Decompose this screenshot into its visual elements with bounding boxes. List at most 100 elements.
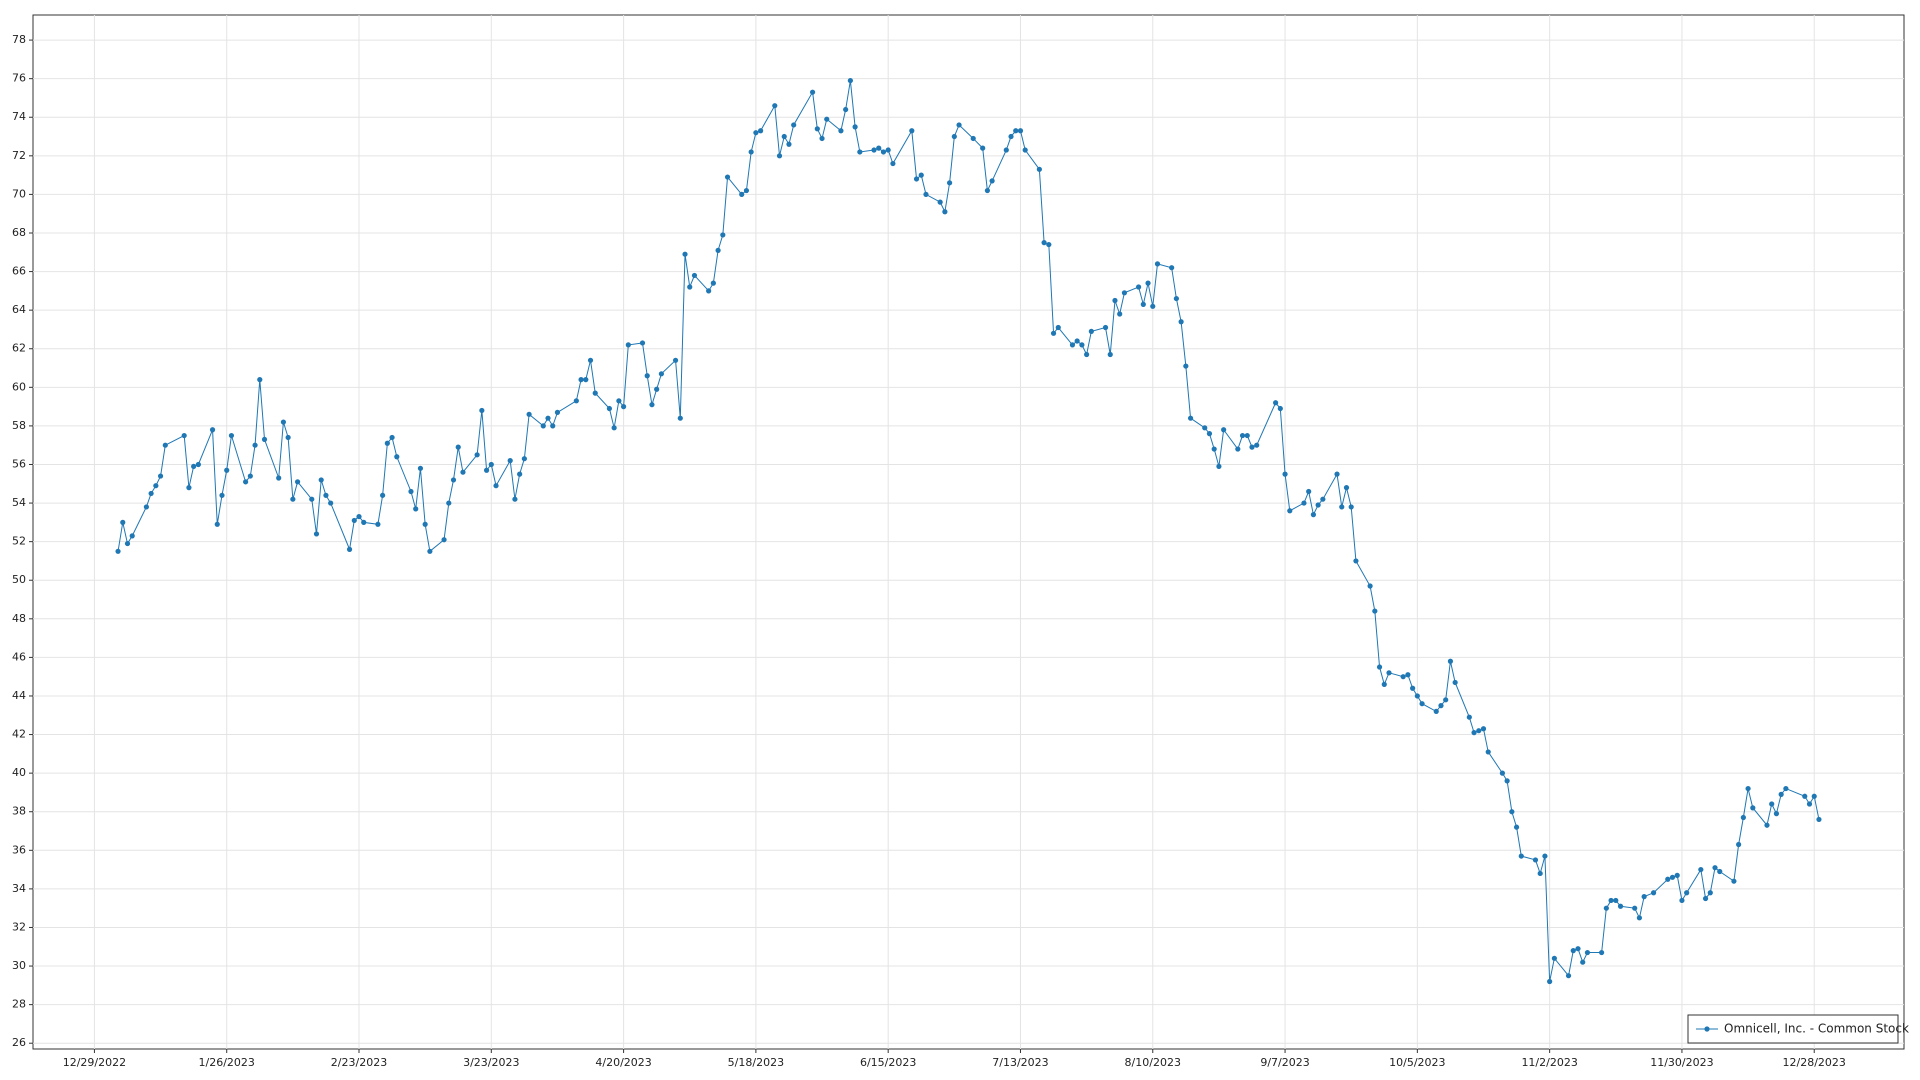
data-point bbox=[1410, 685, 1416, 691]
data-point bbox=[1320, 496, 1326, 502]
data-point bbox=[1816, 816, 1822, 823]
data-point bbox=[649, 402, 655, 408]
data-point bbox=[1702, 895, 1709, 902]
data-point bbox=[507, 458, 513, 464]
data-point bbox=[1334, 471, 1340, 477]
data-point bbox=[871, 147, 877, 153]
y-tick-label: 78 bbox=[12, 33, 26, 46]
data-point bbox=[720, 232, 726, 238]
data-point bbox=[181, 432, 187, 439]
data-point bbox=[1740, 814, 1746, 821]
data-point bbox=[1636, 915, 1643, 921]
data-point bbox=[309, 496, 315, 502]
x-tick-label: 8/10/2023 bbox=[1125, 1056, 1181, 1069]
plot-area bbox=[32, 14, 1905, 1050]
data-point bbox=[545, 415, 551, 421]
data-point bbox=[937, 199, 943, 205]
data-point bbox=[1074, 338, 1080, 344]
data-point bbox=[1036, 166, 1042, 172]
data-point bbox=[847, 77, 853, 84]
data-point bbox=[947, 180, 953, 186]
data-point bbox=[1650, 890, 1657, 896]
data-point bbox=[814, 126, 820, 132]
data-point bbox=[970, 135, 976, 142]
data-point bbox=[1107, 351, 1113, 358]
data-point bbox=[488, 461, 494, 468]
data-point bbox=[758, 128, 764, 134]
data-point bbox=[710, 280, 716, 286]
data-point bbox=[715, 247, 721, 253]
data-point bbox=[483, 467, 490, 473]
data-point bbox=[1046, 241, 1052, 248]
data-point bbox=[219, 492, 225, 498]
data-point bbox=[276, 475, 282, 481]
series-line bbox=[117, 80, 1820, 982]
data-point bbox=[1764, 822, 1770, 828]
x-tick-label: 4/20/2023 bbox=[595, 1056, 651, 1069]
data-point bbox=[913, 176, 920, 182]
data-point bbox=[1773, 811, 1780, 817]
data-point bbox=[989, 178, 995, 184]
data-point bbox=[450, 477, 457, 483]
data-point bbox=[592, 390, 598, 396]
data-point bbox=[143, 504, 149, 510]
data-point bbox=[427, 548, 433, 554]
data-point bbox=[162, 442, 168, 448]
data-point bbox=[1778, 791, 1784, 797]
data-point bbox=[1580, 959, 1586, 965]
data-point bbox=[1443, 697, 1449, 703]
data-point bbox=[252, 442, 258, 448]
data-point bbox=[1206, 431, 1213, 437]
data-point bbox=[616, 398, 622, 404]
data-point bbox=[1022, 147, 1028, 153]
data-point bbox=[1287, 508, 1293, 514]
y-tick-label: 72 bbox=[12, 149, 26, 162]
data-point bbox=[980, 145, 986, 151]
data-point bbox=[422, 521, 428, 527]
data-point bbox=[153, 483, 159, 489]
data-point bbox=[1041, 240, 1047, 246]
data-point bbox=[1372, 608, 1378, 614]
data-point bbox=[1310, 512, 1317, 518]
data-point bbox=[1088, 328, 1094, 334]
y-tick-label: 74 bbox=[12, 110, 26, 123]
data-point bbox=[885, 147, 891, 153]
data-point bbox=[691, 272, 698, 279]
data-point bbox=[1169, 265, 1175, 271]
data-point bbox=[129, 533, 135, 539]
data-point bbox=[819, 135, 825, 142]
data-point bbox=[1617, 903, 1624, 909]
y-tick-label: 48 bbox=[12, 612, 26, 625]
data-point bbox=[1135, 284, 1142, 290]
x-tick-label: 5/18/2023 bbox=[728, 1056, 784, 1069]
data-point bbox=[1183, 363, 1189, 369]
data-point bbox=[909, 128, 915, 134]
y-tick-label: 46 bbox=[12, 650, 26, 663]
y-tick-label: 34 bbox=[12, 882, 26, 895]
x-tick-label: 6/15/2023 bbox=[860, 1056, 916, 1069]
data-point bbox=[1102, 324, 1109, 331]
data-point bbox=[1244, 432, 1250, 439]
y-tick-label: 30 bbox=[12, 959, 26, 972]
y-tick-label: 26 bbox=[12, 1036, 26, 1049]
data-point bbox=[294, 479, 301, 485]
data-point bbox=[706, 288, 712, 294]
data-point bbox=[1698, 866, 1704, 873]
data-point bbox=[280, 419, 287, 425]
y-tick-label: 68 bbox=[12, 226, 26, 239]
data-point bbox=[776, 153, 783, 159]
data-point bbox=[1202, 425, 1208, 431]
data-point bbox=[521, 456, 527, 462]
data-point bbox=[1343, 485, 1350, 491]
data-point bbox=[923, 191, 929, 198]
data-point bbox=[880, 149, 887, 155]
x-tick-label: 7/13/2023 bbox=[992, 1056, 1048, 1069]
data-point bbox=[351, 517, 357, 524]
y-tick-label: 64 bbox=[12, 303, 26, 316]
data-point bbox=[1315, 502, 1321, 508]
data-point bbox=[1532, 857, 1539, 863]
data-point bbox=[1367, 583, 1373, 589]
data-point bbox=[408, 488, 414, 495]
data-point bbox=[791, 122, 797, 128]
